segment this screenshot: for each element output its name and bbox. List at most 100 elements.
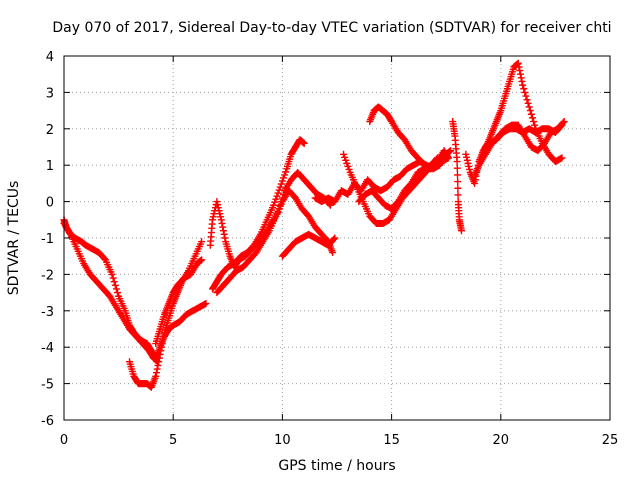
y-tick-label: -3 [41, 305, 54, 320]
data-point [271, 198, 279, 206]
data-point [159, 336, 167, 344]
data-point [331, 234, 339, 242]
data-point [525, 103, 533, 111]
data-point [209, 213, 217, 221]
data-point [274, 189, 282, 197]
data-point [326, 201, 334, 209]
data-point [110, 278, 118, 286]
data-point [214, 201, 222, 209]
data-point [462, 150, 470, 158]
data-point [219, 227, 227, 235]
data-point [218, 219, 226, 227]
data-point [516, 67, 524, 75]
y-tick-label: -4 [41, 341, 54, 356]
data-point [111, 281, 119, 289]
data-point [219, 223, 227, 231]
data-point [156, 350, 164, 358]
data-point [527, 110, 535, 118]
data-point [344, 162, 352, 170]
data-point [198, 256, 206, 264]
data-point [152, 372, 160, 380]
data-point [217, 216, 225, 224]
data-point [202, 300, 210, 308]
data-point [300, 139, 308, 147]
data-point [465, 162, 473, 170]
data-point [519, 81, 527, 89]
x-tick-label: 25 [602, 433, 619, 448]
data-point [444, 154, 452, 162]
data-point [158, 343, 166, 351]
data-point [454, 191, 462, 199]
x-axis-label: GPS time / hours [278, 458, 395, 474]
data-point [531, 121, 539, 129]
data-point [216, 210, 224, 218]
y-tick-label: 0 [46, 196, 54, 211]
data-point [340, 150, 348, 158]
data-point [330, 235, 338, 243]
data-point [463, 153, 471, 161]
plot-frame [63, 55, 611, 421]
data-point [530, 118, 538, 126]
data-point [152, 369, 160, 377]
data-point [109, 274, 117, 282]
data-point [279, 174, 287, 182]
data-point [557, 122, 565, 130]
data-point [453, 158, 461, 166]
data-point [221, 234, 229, 242]
data-point [454, 184, 462, 192]
x-tick-label: 20 [493, 433, 510, 448]
y-tick-label: -6 [41, 414, 54, 429]
data-point [155, 358, 163, 366]
data-point [433, 154, 441, 162]
data-point [453, 171, 461, 179]
data-point [112, 285, 120, 293]
data-point [558, 154, 566, 162]
x-tick-label: 10 [274, 433, 291, 448]
x-tick-label: 5 [169, 433, 177, 448]
data-point [157, 347, 165, 355]
data-point [521, 88, 529, 96]
y-tick-label: 4 [46, 50, 54, 65]
data-point [514, 59, 522, 67]
data-point [471, 179, 479, 187]
data-point [114, 289, 122, 297]
data-point [277, 180, 285, 188]
data-point [447, 147, 455, 155]
data-point [524, 99, 532, 107]
data-point [454, 178, 462, 186]
data-point [329, 249, 337, 257]
data-point [560, 118, 568, 126]
data-point [198, 238, 206, 246]
data-point [154, 361, 162, 369]
data-point [520, 85, 528, 93]
data-point [516, 70, 524, 78]
x-tick-label: 0 [60, 433, 68, 448]
data-point [558, 121, 566, 129]
data-point [515, 63, 523, 71]
data-point [517, 74, 525, 82]
data-point [453, 164, 461, 172]
data-points [60, 59, 568, 391]
y-tick-label: 2 [46, 123, 54, 138]
data-point [220, 230, 228, 238]
data-point [522, 92, 530, 100]
data-point [155, 354, 163, 362]
data-point [108, 270, 116, 278]
data-point [523, 96, 531, 104]
data-point [526, 107, 534, 115]
data-point [444, 153, 452, 161]
data-point [153, 365, 161, 373]
y-tick-label: -2 [41, 268, 54, 283]
data-point [432, 155, 440, 163]
axis-ticks: 0 5 10 15 20 25 -6 -5 -4 -3 -2 -1 0 1 2 3 4 [41, 50, 618, 448]
data-point [341, 153, 349, 161]
y-tick-label: -5 [41, 378, 54, 393]
y-tick-label: 3 [46, 86, 54, 101]
data-point [100, 255, 108, 263]
data-point [457, 227, 465, 235]
y-tick-label: 1 [46, 159, 54, 174]
y-axis-label: SDTVAR / TECUs [6, 181, 22, 296]
data-point [281, 171, 289, 179]
data-point [158, 340, 166, 348]
